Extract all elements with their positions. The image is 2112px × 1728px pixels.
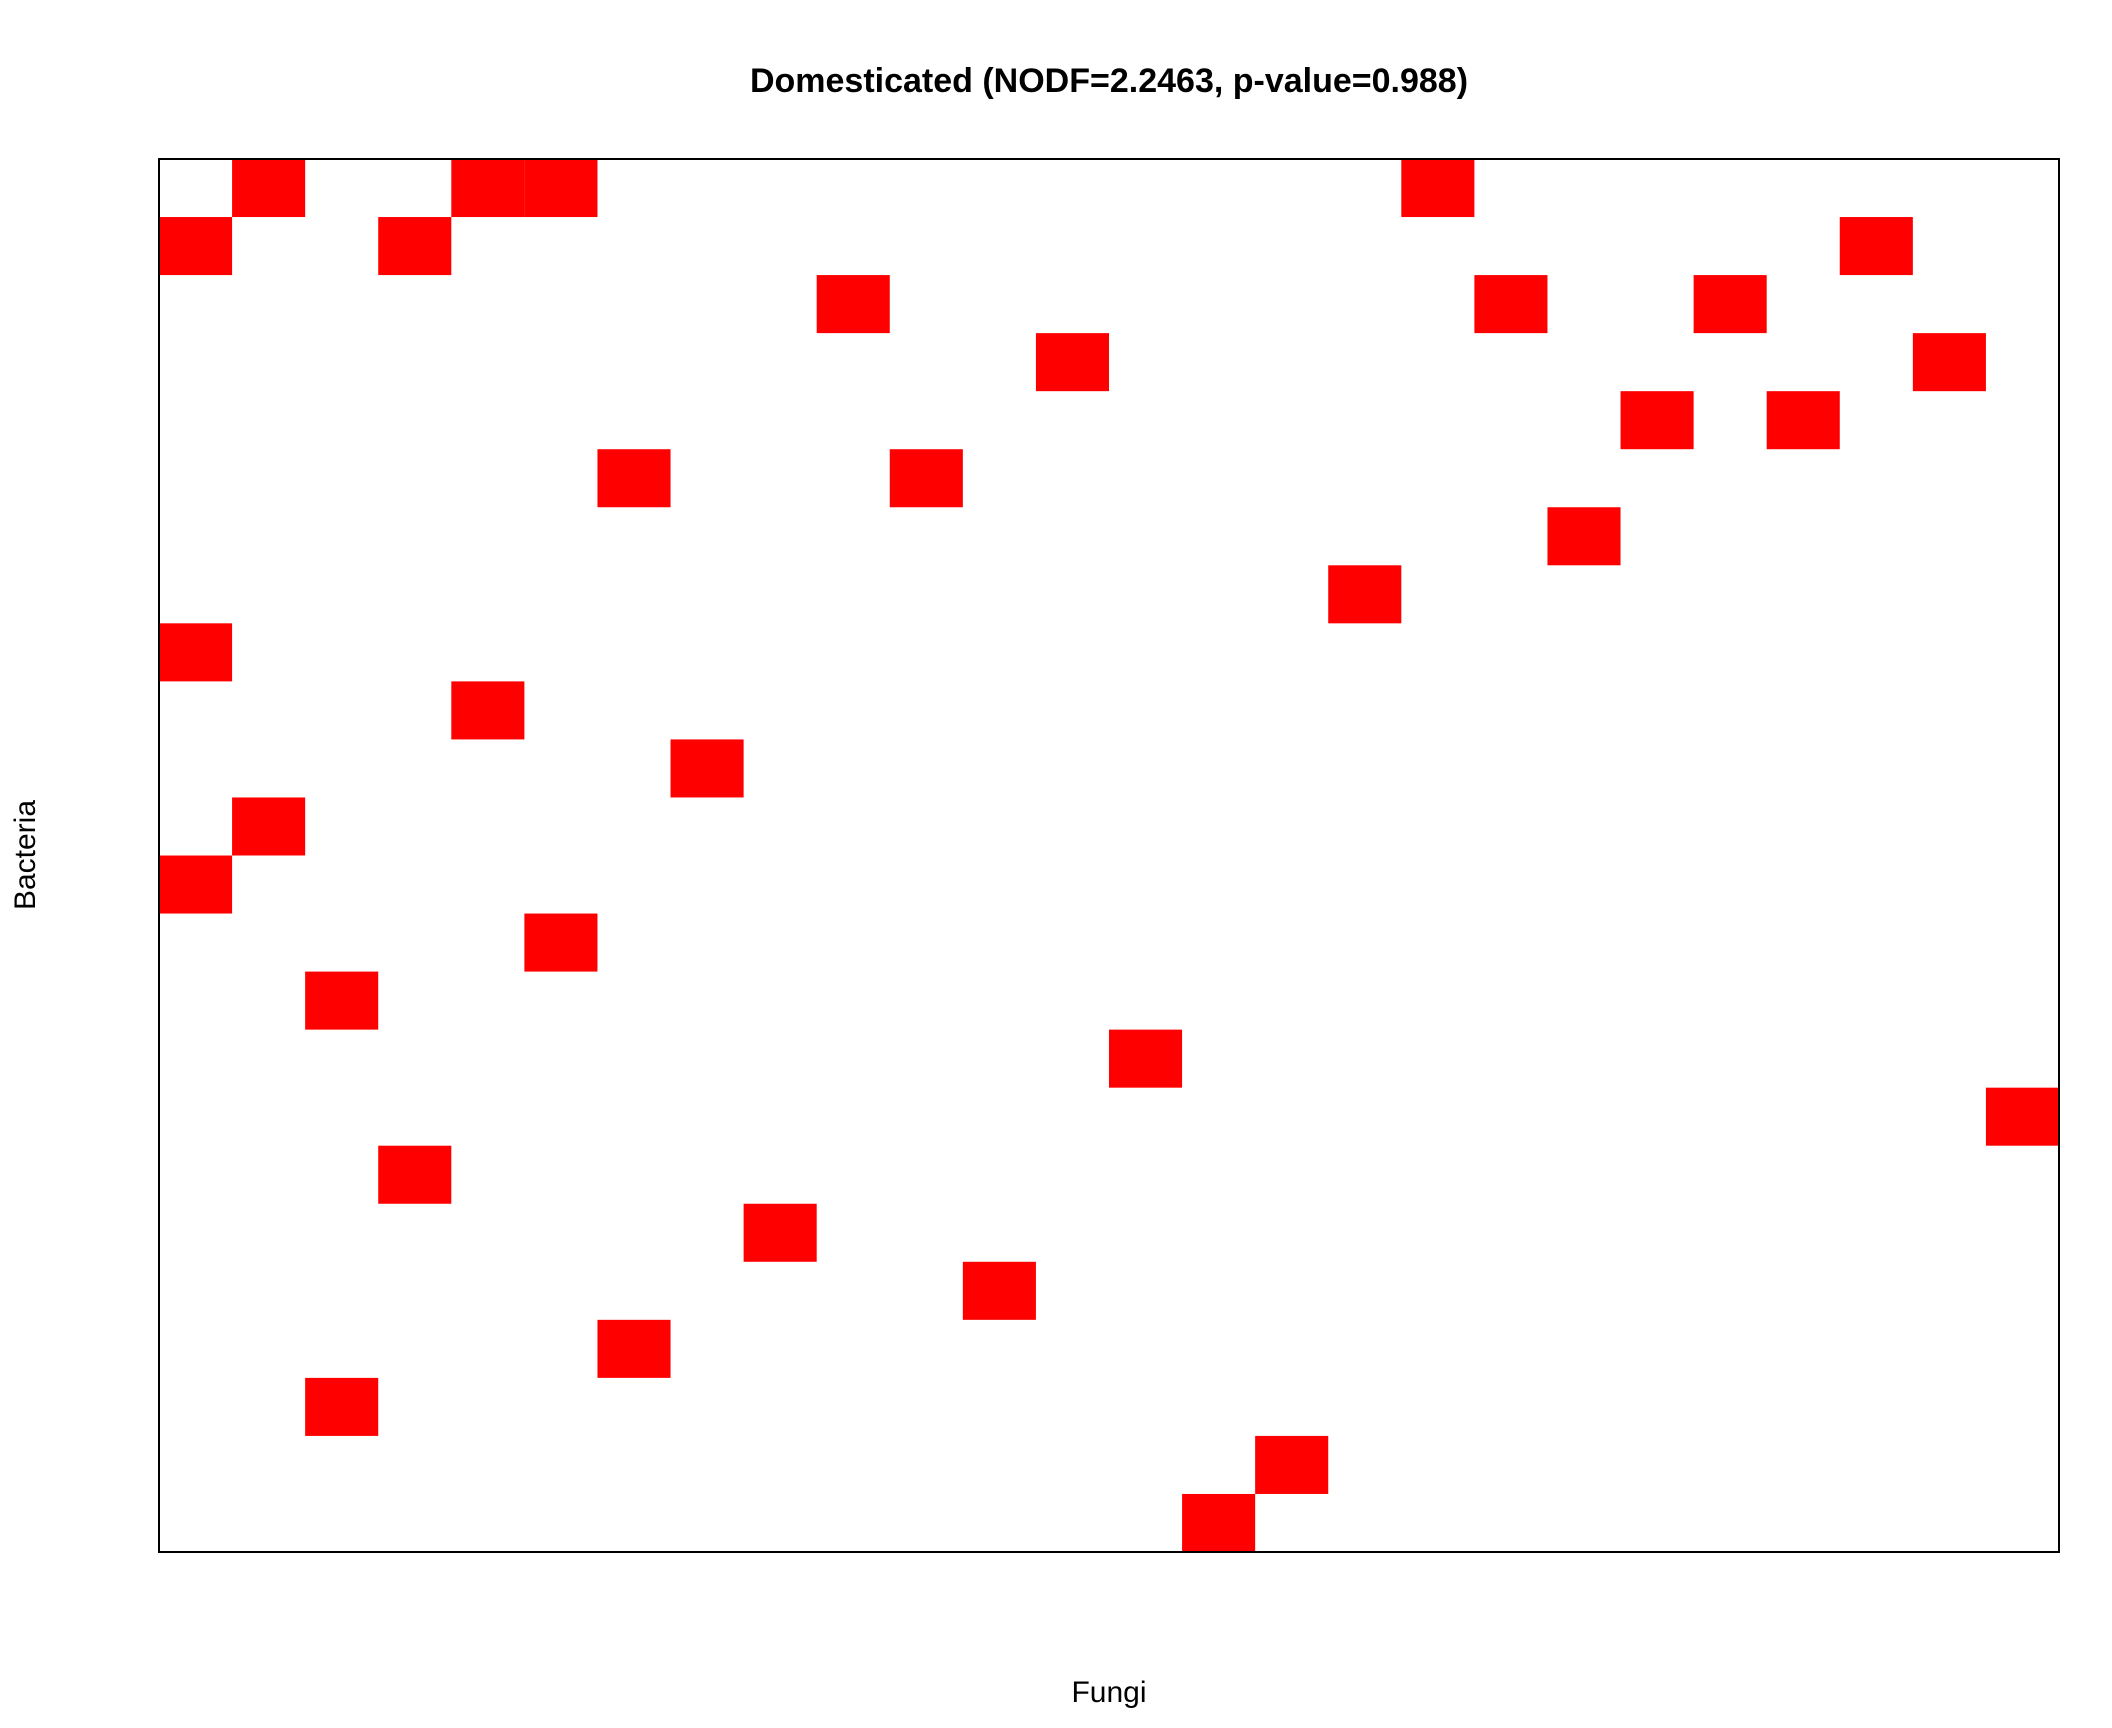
matrix-cell	[1985, 1087, 2059, 1146]
matrix-cell	[1839, 217, 1913, 276]
matrix-cell	[816, 275, 890, 334]
matrix-cell	[451, 681, 525, 740]
matrix-cell	[597, 1319, 671, 1378]
matrix-cell	[1035, 333, 1109, 392]
matrix-cell	[1912, 333, 1986, 392]
matrix-cell	[597, 449, 671, 508]
matrix-cell	[305, 1377, 379, 1436]
matrix-cell	[159, 623, 233, 682]
matrix-cell	[232, 159, 306, 218]
matrix-cell	[1474, 275, 1548, 334]
matrix-cell	[1255, 1435, 1329, 1494]
matrix-cell	[889, 449, 963, 508]
matrix-cell	[1547, 507, 1621, 566]
matrix-cell	[1182, 1493, 1256, 1552]
plot-frame	[158, 158, 2060, 1553]
x-axis-label: Fungi	[1071, 1676, 1146, 1709]
matrix-cell	[524, 159, 598, 218]
matrix-cell	[159, 217, 233, 276]
matrix-cell	[1328, 565, 1402, 624]
y-axis-label: Bacteria	[9, 800, 42, 910]
matrix-cell	[451, 159, 525, 218]
chart-title: Domesticated (NODF=2.2463, p-value=0.988…	[750, 62, 1468, 100]
matrix-cell	[1620, 391, 1694, 450]
matrix-cell	[378, 1145, 452, 1204]
matrix-cell	[743, 1203, 817, 1262]
matrix-cell	[524, 913, 598, 972]
matrix-cell	[962, 1261, 1036, 1320]
matrix-cell	[1401, 159, 1475, 218]
matrix-cell	[670, 739, 744, 798]
matrix-cell	[159, 855, 233, 914]
matrix-cell	[1693, 275, 1767, 334]
matrix-cell	[1109, 1029, 1183, 1088]
matrix-cell	[1766, 391, 1840, 450]
matrix-cell	[305, 971, 379, 1030]
matrix-cell	[378, 217, 452, 276]
matrix-cell	[232, 797, 306, 856]
matrix-cells	[159, 159, 2059, 1552]
